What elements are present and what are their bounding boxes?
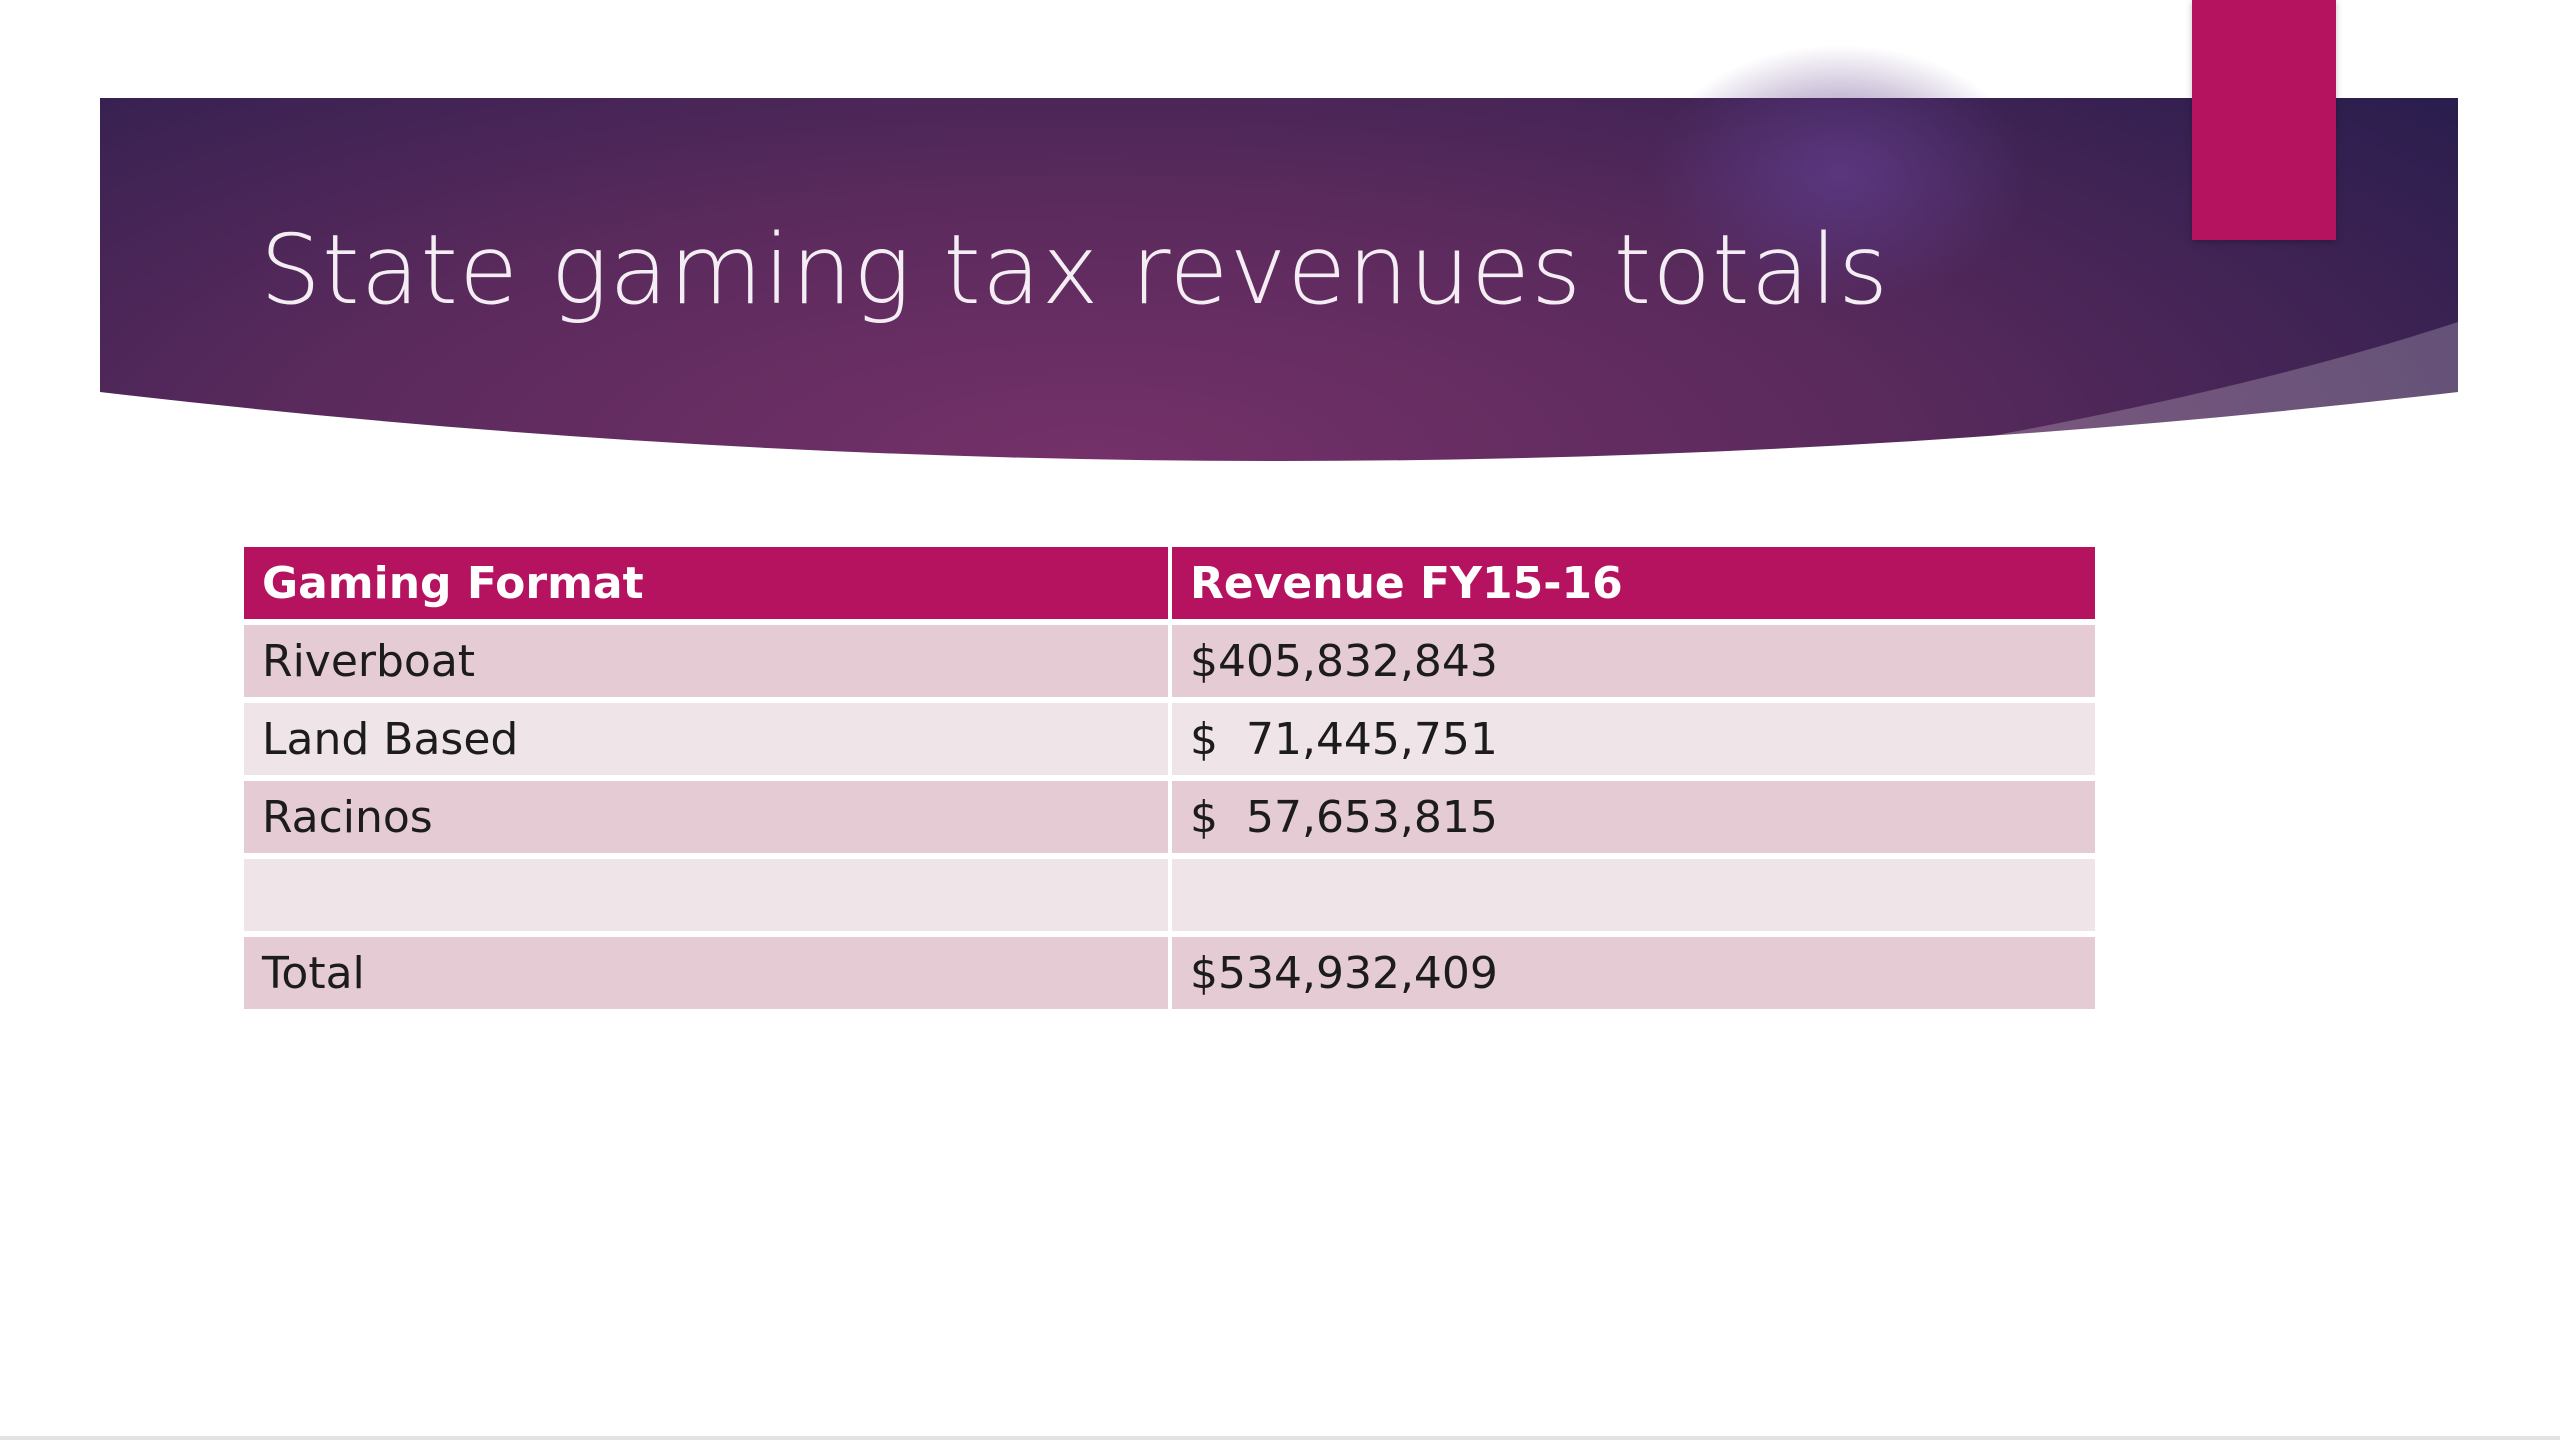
slide-title: State gaming tax revenues totals <box>260 214 1890 326</box>
cell-format: Riverboat <box>244 625 1168 703</box>
cell-revenue: $ 57,653,815 <box>1168 781 2095 859</box>
title-banner <box>100 45 2458 461</box>
cell-revenue: $ 71,445,751 <box>1168 703 2095 781</box>
header-revenue: Revenue FY15-16 <box>1168 547 2095 625</box>
cell-total-label: Total <box>244 937 1168 1009</box>
cell-format: Land Based <box>244 703 1168 781</box>
cell-revenue: $405,832,843 <box>1168 625 2095 703</box>
table-row: Land Based $ 71,445,751 <box>244 703 2095 781</box>
banner-swoosh <box>1865 322 2458 458</box>
table-row-total: Total $534,932,409 <box>244 937 2095 1009</box>
revenue-table: Gaming Format Revenue FY15-16 Riverboat … <box>244 547 2095 1009</box>
table-row: Racinos $ 57,653,815 <box>244 781 2095 859</box>
cell-revenue <box>1168 859 2095 937</box>
table-header-row: Gaming Format Revenue FY15-16 <box>244 547 2095 625</box>
table-row: Riverboat $405,832,843 <box>244 625 2095 703</box>
bottom-divider <box>0 1436 2560 1440</box>
cell-total-value: $534,932,409 <box>1168 937 2095 1009</box>
accent-tab <box>2192 0 2336 240</box>
table-row <box>244 859 2095 937</box>
cell-format <box>244 859 1168 937</box>
header-gaming-format: Gaming Format <box>244 547 1168 625</box>
banner-glow <box>1650 45 2030 305</box>
cell-format: Racinos <box>244 781 1168 859</box>
